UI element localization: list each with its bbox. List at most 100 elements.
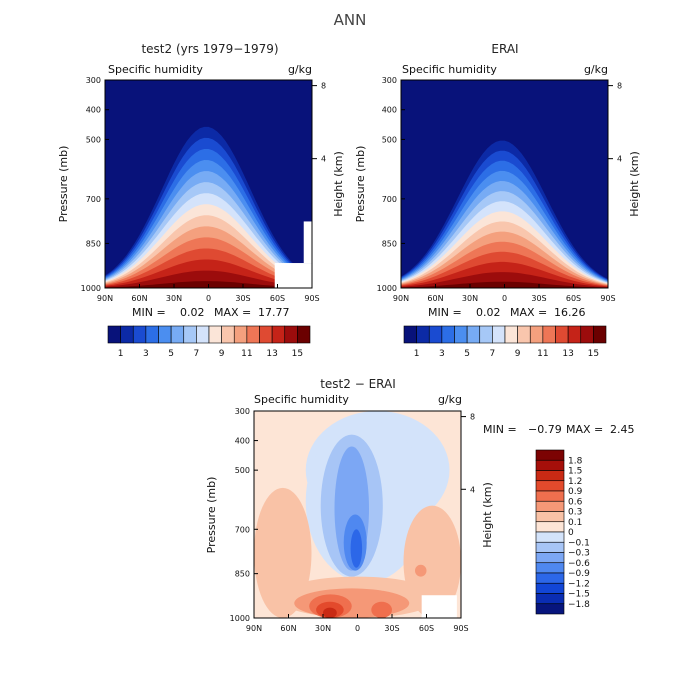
panel-subtitle-right: g/kg bbox=[288, 63, 312, 76]
colorbar-label: 9 bbox=[515, 349, 521, 359]
y-tick-label: 850 bbox=[86, 239, 101, 248]
colorbar-box bbox=[454, 325, 468, 344]
colorbar-label: 1.2 bbox=[568, 477, 582, 487]
y-tick-label: 500 bbox=[382, 135, 397, 144]
colorbar-box bbox=[535, 500, 565, 512]
colorbar: 1 3 5 7 9 11 13 15 bbox=[107, 325, 311, 359]
x-tick-label: 60N bbox=[427, 294, 443, 303]
y-axis-label: Pressure (mb) bbox=[57, 146, 70, 223]
colorbar-box bbox=[221, 325, 235, 344]
colorbar-box bbox=[535, 459, 565, 471]
colorbar-label: 15 bbox=[588, 349, 599, 359]
colorbar-box bbox=[145, 325, 159, 344]
colorbar-box bbox=[535, 593, 565, 605]
colorbar-label: 0.1 bbox=[568, 518, 582, 528]
panel-title: test2 (yrs 1979−1979) bbox=[141, 42, 278, 56]
colorbar-box bbox=[517, 325, 531, 344]
x-tick-label: 60S bbox=[270, 294, 285, 303]
colorbar-box bbox=[555, 325, 569, 344]
colorbar-box bbox=[233, 325, 248, 344]
y-axis: 300 400 500 700 850 1000 bbox=[230, 407, 258, 623]
y-axis-right: 84 bbox=[461, 413, 475, 494]
y-right-tick-label: 4 bbox=[321, 155, 326, 164]
x-tick-label: 0 bbox=[502, 294, 507, 303]
y-right-tick-label: 8 bbox=[617, 82, 622, 91]
colorbar-box bbox=[535, 603, 565, 615]
heatmap-field bbox=[105, 80, 312, 289]
x-tick-label: 60N bbox=[280, 624, 296, 633]
contour-band bbox=[401, 272, 608, 288]
colorbar-box bbox=[246, 325, 260, 344]
x-axis: 90N 60N 30N 0 30S 60S 90S bbox=[246, 614, 469, 633]
contour-band bbox=[415, 564, 427, 577]
colorbar-label: 0.3 bbox=[568, 508, 582, 518]
panel-subtitle-right: g/kg bbox=[584, 63, 608, 76]
y-right-tick-label: 4 bbox=[470, 485, 475, 494]
panel-title: ERAI bbox=[491, 42, 518, 56]
x-tick-label: 60S bbox=[419, 624, 434, 633]
colorbar-box bbox=[593, 325, 607, 344]
max-value: 17.77 bbox=[258, 306, 290, 319]
colorbar-box bbox=[504, 325, 518, 344]
colorbar-box bbox=[441, 325, 455, 344]
colorbar-label: 7 bbox=[194, 349, 200, 359]
colorbar-box bbox=[284, 325, 298, 344]
y-axis: 300 400 500 700 850 1000 bbox=[377, 76, 405, 293]
colorbar-label: −0.3 bbox=[568, 549, 590, 559]
colorbar-label: −0.1 bbox=[568, 538, 590, 548]
y-axis-right: 84 bbox=[608, 82, 622, 164]
panel-difference: test2 − ERAI Specific humidity g/kg 90N 6… bbox=[205, 377, 635, 633]
y-tick-label: 500 bbox=[235, 466, 250, 475]
colorbar-label: −1.5 bbox=[568, 590, 590, 600]
colorbar-box bbox=[428, 325, 443, 344]
contour-band bbox=[105, 270, 312, 288]
colorbar-box bbox=[297, 325, 311, 344]
y-tick-label: 300 bbox=[86, 76, 101, 85]
colorbar-box bbox=[403, 325, 417, 344]
x-tick-label: 60S bbox=[566, 294, 581, 303]
colorbar-label: 0.9 bbox=[568, 487, 583, 497]
colorbar: 1 3 5 7 9 11 13 15 bbox=[403, 325, 607, 359]
min-value: −0.79 bbox=[528, 423, 562, 436]
x-tick-label: 90S bbox=[453, 624, 468, 633]
min-value: 0.02 bbox=[476, 306, 501, 319]
colorbar-box bbox=[466, 325, 481, 344]
colorbar-label: 1 bbox=[118, 349, 124, 359]
figure-title: ANN bbox=[334, 11, 367, 29]
max-label: MAX = bbox=[214, 306, 251, 319]
colorbar-box bbox=[158, 325, 172, 344]
min-label: MIN = bbox=[132, 306, 166, 319]
y-axis-label: Pressure (mb) bbox=[354, 146, 367, 223]
colorbar-box bbox=[132, 325, 147, 344]
x-tick-label: 0 bbox=[206, 294, 211, 303]
max-value: 16.26 bbox=[554, 306, 586, 319]
x-tick-label: 30S bbox=[531, 294, 546, 303]
colorbar-box bbox=[535, 470, 565, 482]
y-tick-label: 700 bbox=[235, 525, 250, 534]
y-right-tick-label: 8 bbox=[321, 82, 326, 91]
x-tick-label: 90N bbox=[246, 624, 262, 633]
y-tick-label: 400 bbox=[86, 106, 101, 115]
x-tick-label: 30N bbox=[315, 624, 331, 633]
colorbar-box bbox=[259, 325, 273, 344]
colorbar-label: −1.8 bbox=[568, 600, 590, 610]
colorbar-box bbox=[535, 480, 565, 492]
colorbar-box bbox=[567, 325, 582, 344]
y-tick-label: 400 bbox=[382, 106, 397, 115]
colorbar-box bbox=[535, 552, 565, 564]
panel-title: test2 − ERAI bbox=[320, 377, 396, 391]
y-tick-label: 400 bbox=[235, 437, 250, 446]
min-label: MIN = bbox=[483, 423, 517, 436]
colorbar-label: 5 bbox=[168, 349, 174, 359]
max-value: 2.45 bbox=[610, 423, 635, 436]
colorbar-label: 5 bbox=[464, 349, 470, 359]
colorbar-label: −0.9 bbox=[568, 569, 590, 579]
y-tick-label: 1000 bbox=[81, 284, 101, 293]
colorbar-label: −0.6 bbox=[568, 559, 590, 569]
panel-subtitle-left: Specific humidity bbox=[108, 63, 203, 76]
colorbar-box bbox=[535, 490, 565, 502]
min-value: 0.02 bbox=[180, 306, 205, 319]
colorbar-box bbox=[535, 572, 565, 584]
y-right-tick-label: 8 bbox=[470, 413, 475, 422]
